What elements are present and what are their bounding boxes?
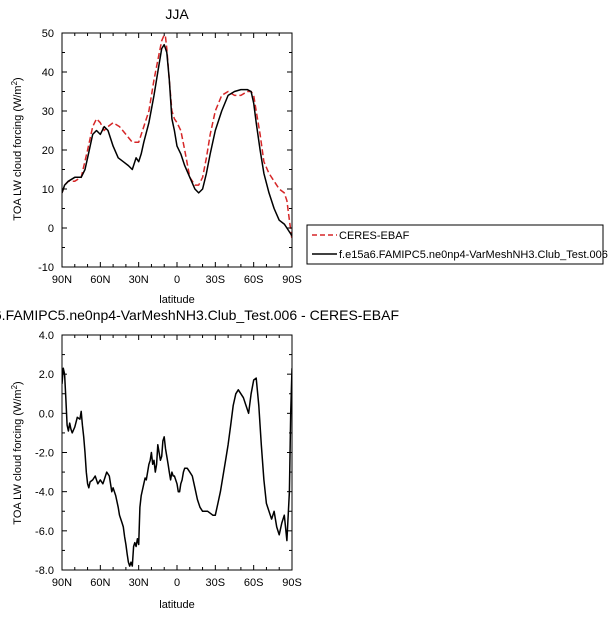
bottom-x-tick-label: 30N (129, 577, 149, 589)
top-chart-title: JJA (165, 6, 189, 22)
bottom-x-tick-label: 60S (244, 577, 264, 589)
bottom-plot-content: 90N 60N 30N 0 30S 60S 90S -8.0 -6.0 -4.0 -2.0 0.0 2.… (35, 330, 302, 589)
top-y-axis-title: TOA LW cloud forcing (W/m2) (10, 77, 24, 220)
top-panel: JJA TOA LW cloud forcing (W/m2) latitude… (10, 6, 608, 306)
top-plot-content: 90N 60N 30N 0 30S 60S 90S -10 0 10 20 30 40 50 (38, 28, 302, 286)
top-x-tick-label: 60S (244, 274, 264, 286)
bottom-y-tick-label: -8.0 (35, 565, 54, 577)
bottom-y-axis-title: TOA LW cloud forcing (W/m2) (10, 381, 24, 524)
top-x-tick-label: 30S (206, 274, 226, 286)
top-legend-box (306, 224, 604, 265)
top-series-line-ceres-ebaf (62, 34, 292, 240)
bottom-x-tick-label: 60N (90, 577, 110, 589)
bottom-y-tick-label: -4.0 (35, 487, 54, 499)
top-y-tick-label: 50 (42, 28, 54, 40)
top-y-axis-title-main: TOA LW cloud forcing (W/m (12, 85, 24, 220)
top-x-tick-label: 90S (282, 274, 302, 286)
bottom-x-axis-title: latitude (159, 599, 194, 611)
top-y-tick-label: 0 (48, 223, 54, 235)
top-y-tick-label: -10 (38, 262, 54, 274)
bottom-x-tick-label: 0 (174, 577, 180, 589)
top-y-tick-label: 30 (42, 106, 54, 118)
bottom-x-tick-label: 90N (52, 577, 72, 589)
bottom-y-axis-title-end: ) (12, 381, 24, 385)
top-legend: CERES-EBAF f.e15a6.FAMIPC5.ne0np4-VarMes… (306, 224, 608, 265)
bottom-y-tick-label: 4.0 (39, 330, 54, 342)
bottom-y-axis-title-main: TOA LW cloud forcing (W/m (12, 389, 24, 524)
top-legend-label-ceres: CERES-EBAF (339, 230, 410, 242)
bottom-panel: f.e15a6.FAMIPC5.ne0np4-VarMeshNH3.Club_T… (0, 307, 399, 611)
top-y-axis-title-end: ) (12, 77, 24, 81)
top-legend-label-model: f.e15a6.FAMIPC5.ne0np4-VarMeshNH3.Club_T… (339, 249, 608, 261)
top-y-tick-label: 20 (42, 145, 54, 157)
top-x-tick-label: 60N (90, 274, 110, 286)
bottom-y-tick-label: 0.0 (39, 408, 54, 420)
bottom-plot-frame (61, 334, 293, 571)
top-x-axis-title: latitude (159, 294, 194, 306)
bottom-series-line-0 (62, 367, 292, 567)
top-plot-frame (61, 32, 293, 268)
bottom-y-axis-title-sup: 2 (10, 384, 19, 389)
top-y-tick-label: 40 (42, 67, 54, 79)
top-x-tick-label: 0 (174, 274, 180, 286)
top-y-tick-label: 10 (42, 184, 54, 196)
top-series-line-f-e15a6-famipc5-ne0np4-v (62, 43, 292, 237)
top-x-tick-label: 30N (129, 274, 149, 286)
bottom-chart-title: f.e15a6.FAMIPC5.ne0np4-VarMeshNH3.Club_T… (0, 307, 399, 323)
bottom-y-tick-label: -6.0 (35, 526, 54, 538)
bottom-y-tick-label: -2.0 (35, 448, 54, 460)
bottom-x-tick-label: 30S (206, 577, 226, 589)
top-x-tick-label: 90N (52, 274, 72, 286)
bottom-x-tick-label: 90S (282, 577, 302, 589)
bottom-y-tick-label: 2.0 (39, 369, 54, 381)
top-y-axis-title-sup: 2 (10, 80, 19, 85)
